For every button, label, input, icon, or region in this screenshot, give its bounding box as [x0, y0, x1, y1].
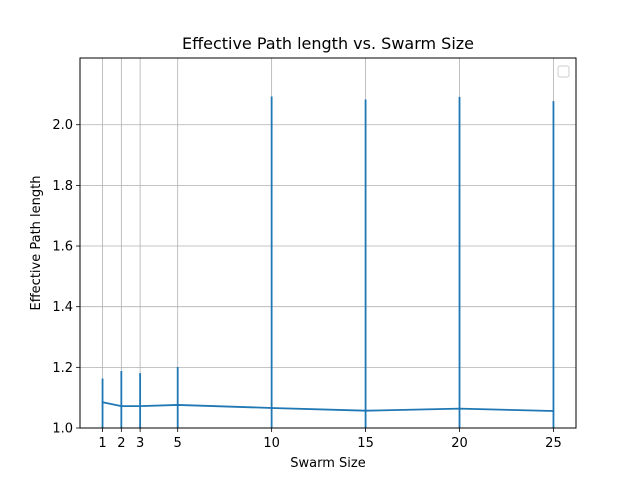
data-point: [458, 407, 461, 410]
data-point: [552, 410, 555, 412]
x-tick-label: 20: [451, 436, 468, 451]
y-tick-label: 1.4: [52, 300, 73, 315]
y-tick-label: 2.0: [52, 118, 73, 133]
data-point: [364, 409, 367, 412]
data-point: [176, 404, 179, 406]
x-tick-label: 5: [174, 436, 182, 451]
y-tick-label: 1.2: [52, 361, 73, 376]
y-tick-label: 1.8: [52, 179, 73, 194]
data-point: [139, 405, 142, 408]
plot-frame: [79, 57, 577, 429]
legend-box: [557, 65, 570, 78]
x-axis-label: Swarm Size: [290, 456, 365, 471]
data-point: [120, 405, 123, 408]
chart-title: Effective Path length vs. Swarm Size: [182, 34, 474, 53]
y-axis: 1.0 1.2 1.4 1.6 1.8 2.0: [52, 118, 80, 437]
series-layer: [101, 96, 555, 428]
x-tick-label: 3: [136, 436, 144, 451]
x-tick-label: 25: [545, 436, 562, 451]
y-tick-label: 1.0: [52, 422, 73, 437]
x-tick-label: 2: [117, 436, 125, 451]
data-point: [270, 407, 273, 409]
y-tick-label: 1.6: [52, 240, 73, 255]
series-line: [102, 401, 554, 412]
x-tick-label: 10: [263, 436, 280, 451]
data-point: [101, 401, 104, 404]
x-tick-label: 15: [357, 436, 374, 451]
x-tick-label: 1: [98, 436, 106, 451]
y-axis-label: Effective Path length: [29, 176, 44, 311]
x-axis: 1 2 3 5 10 15 20 25: [98, 428, 562, 451]
